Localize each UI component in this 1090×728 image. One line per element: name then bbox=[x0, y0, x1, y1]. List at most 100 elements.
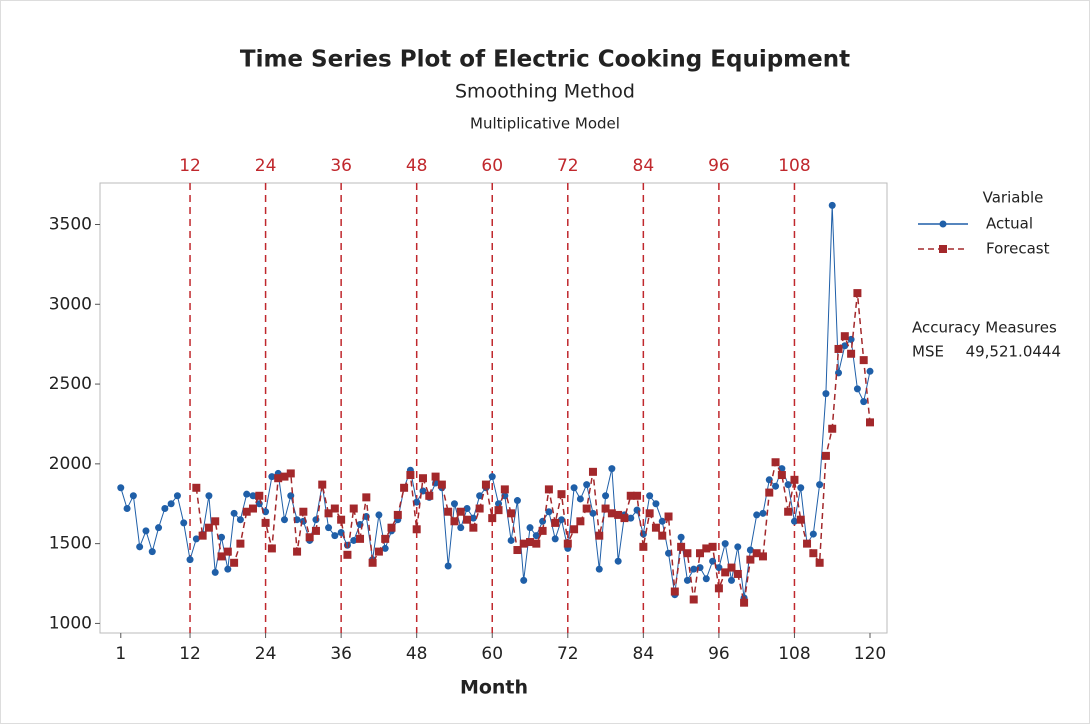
data-point bbox=[149, 548, 156, 555]
data-point bbox=[508, 537, 515, 544]
x-tick-label: 24 bbox=[255, 644, 277, 664]
data-point bbox=[753, 511, 760, 518]
frame bbox=[1, 1, 1090, 724]
data-point bbox=[577, 495, 584, 502]
data-point bbox=[325, 524, 332, 531]
y-tick-label: 2000 bbox=[49, 454, 92, 474]
data-point bbox=[570, 525, 578, 533]
data-point bbox=[684, 577, 691, 584]
data-point bbox=[469, 524, 477, 532]
data-point bbox=[690, 566, 697, 573]
data-point bbox=[375, 511, 382, 518]
data-point bbox=[596, 566, 603, 573]
data-point bbox=[620, 514, 628, 522]
data-point bbox=[438, 481, 446, 489]
data-point bbox=[576, 517, 584, 525]
data-point bbox=[124, 505, 131, 512]
legend-label: Actual bbox=[986, 215, 1033, 233]
data-point bbox=[665, 513, 673, 521]
data-point bbox=[652, 500, 659, 507]
data-point bbox=[816, 481, 823, 488]
data-point bbox=[224, 548, 232, 556]
data-point bbox=[230, 559, 238, 567]
data-point bbox=[646, 509, 654, 517]
data-point bbox=[337, 516, 345, 524]
data-point bbox=[734, 543, 741, 550]
data-point bbox=[514, 497, 521, 504]
data-point bbox=[822, 452, 830, 460]
data-point bbox=[816, 559, 824, 567]
data-point bbox=[331, 532, 338, 539]
y-tick-label: 1500 bbox=[49, 534, 92, 554]
data-point bbox=[678, 534, 685, 541]
chart: Time Series Plot of Electric Cooking Equ… bbox=[0, 0, 1090, 724]
data-point bbox=[243, 491, 250, 498]
accuracy-name: MSE bbox=[912, 343, 944, 361]
data-point bbox=[722, 540, 729, 547]
data-point bbox=[130, 492, 137, 499]
data-point bbox=[117, 484, 124, 491]
top-tick-label: 24 bbox=[255, 156, 277, 176]
data-point bbox=[639, 543, 647, 551]
data-point bbox=[690, 595, 698, 603]
data-point bbox=[299, 508, 307, 516]
top-tick-label: 108 bbox=[778, 156, 810, 176]
data-point bbox=[835, 345, 843, 353]
x-tick-label: 108 bbox=[778, 644, 810, 664]
data-point bbox=[740, 599, 748, 607]
data-point bbox=[287, 469, 295, 477]
data-point bbox=[501, 485, 509, 493]
data-point bbox=[192, 484, 200, 492]
data-point bbox=[765, 489, 773, 497]
data-point bbox=[646, 492, 653, 499]
data-point bbox=[444, 508, 452, 516]
data-point bbox=[450, 517, 458, 525]
data-point bbox=[281, 516, 288, 523]
legend-label: Forecast bbox=[986, 240, 1050, 258]
data-point bbox=[557, 490, 565, 498]
data-point bbox=[488, 514, 496, 522]
data-point bbox=[652, 524, 660, 532]
data-point bbox=[381, 535, 389, 543]
data-point bbox=[318, 481, 326, 489]
data-point bbox=[199, 532, 207, 540]
data-point bbox=[432, 473, 440, 481]
data-point bbox=[495, 506, 503, 514]
data-point bbox=[343, 551, 351, 559]
data-point bbox=[772, 458, 780, 466]
data-point bbox=[867, 368, 874, 375]
data-point bbox=[829, 202, 836, 209]
data-point bbox=[400, 484, 408, 492]
data-point bbox=[212, 569, 219, 576]
data-point bbox=[790, 476, 798, 484]
data-point bbox=[583, 481, 590, 488]
top-tick-label: 12 bbox=[179, 156, 201, 176]
data-point bbox=[312, 527, 320, 535]
data-point bbox=[671, 588, 679, 596]
data-point bbox=[142, 527, 149, 534]
legend-marker bbox=[940, 221, 947, 228]
data-point bbox=[853, 289, 861, 297]
chart-subtitle: Multiplicative Model bbox=[470, 115, 620, 133]
data-point bbox=[463, 516, 471, 524]
chart-subtitle: Smoothing Method bbox=[455, 81, 635, 103]
data-point bbox=[564, 540, 572, 548]
legend-marker bbox=[939, 245, 947, 253]
data-point bbox=[255, 492, 263, 500]
data-point bbox=[168, 500, 175, 507]
x-axis-label: Month bbox=[460, 677, 528, 699]
legend-title: Variable bbox=[983, 189, 1044, 207]
data-point bbox=[589, 468, 597, 476]
data-point bbox=[445, 562, 452, 569]
data-point bbox=[860, 356, 868, 364]
accuracy-value: 49,521.0444 bbox=[966, 343, 1061, 361]
data-point bbox=[507, 509, 515, 517]
data-point bbox=[759, 510, 766, 517]
data-point bbox=[583, 505, 591, 513]
data-point bbox=[847, 350, 855, 358]
data-point bbox=[451, 500, 458, 507]
accuracy-title: Accuracy Measures bbox=[912, 319, 1057, 337]
data-point bbox=[539, 527, 547, 535]
y-tick-label: 2500 bbox=[49, 374, 92, 394]
data-point bbox=[860, 398, 867, 405]
